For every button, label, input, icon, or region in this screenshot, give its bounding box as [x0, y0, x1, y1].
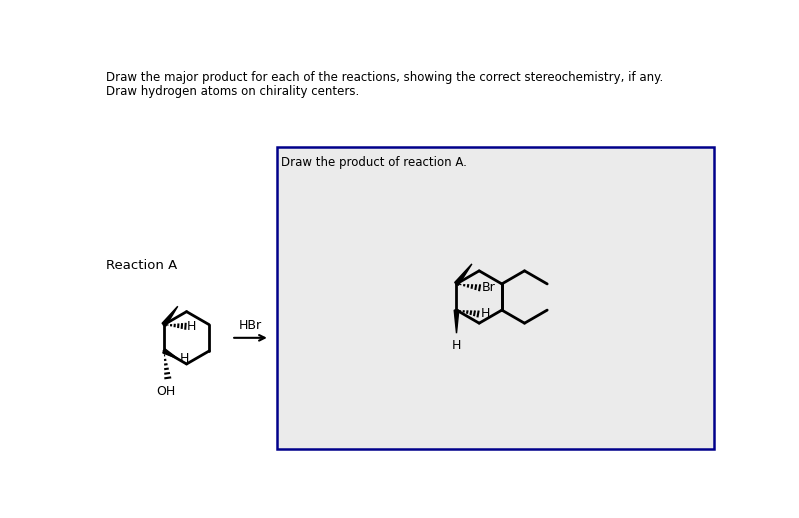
- Text: HBr: HBr: [239, 319, 262, 332]
- Text: OH: OH: [157, 385, 176, 398]
- Text: Reaction A: Reaction A: [106, 258, 177, 271]
- Text: H: H: [187, 320, 197, 333]
- Text: Draw the product of reaction A.: Draw the product of reaction A.: [281, 156, 467, 169]
- Text: Draw hydrogen atoms on chirality centers.: Draw hydrogen atoms on chirality centers…: [106, 85, 360, 98]
- Polygon shape: [163, 349, 177, 358]
- Text: H: H: [179, 352, 189, 365]
- Polygon shape: [162, 306, 177, 326]
- Text: H: H: [451, 339, 461, 352]
- Text: H: H: [480, 308, 490, 321]
- Bar: [277, 147, 714, 450]
- Text: Draw the major product for each of the reactions, showing the correct stereochem: Draw the major product for each of the r…: [106, 71, 664, 84]
- Text: Br: Br: [482, 281, 495, 294]
- Polygon shape: [454, 310, 459, 333]
- Polygon shape: [455, 264, 472, 285]
